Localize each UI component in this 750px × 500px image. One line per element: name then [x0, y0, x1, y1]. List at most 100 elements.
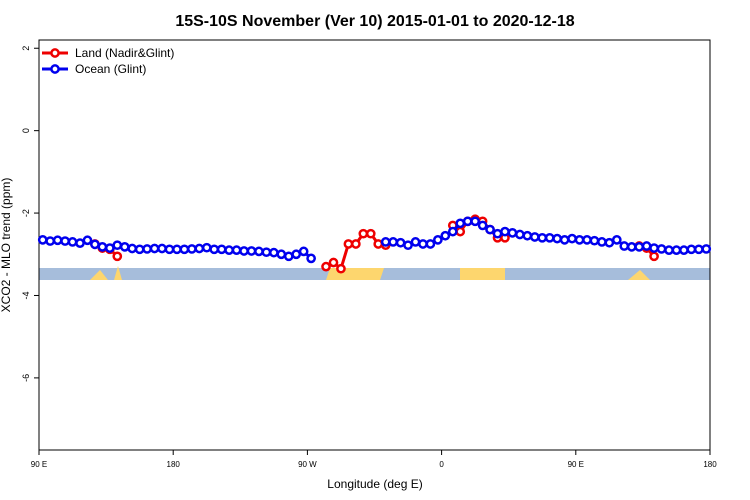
data-point: [298, 246, 309, 257]
data-point: [246, 246, 257, 256]
data-point: [492, 228, 503, 239]
data-point: [395, 237, 406, 248]
data-point: [544, 232, 555, 243]
data-point: [634, 242, 645, 252]
x-axis-label: Longitude (deg E): [327, 477, 422, 491]
data-point: [679, 245, 689, 256]
data-point: [500, 226, 510, 237]
data-point: [358, 228, 369, 239]
data-point: [656, 244, 667, 254]
data-point: [343, 239, 354, 249]
data-point: [373, 239, 384, 249]
data-point: [194, 243, 205, 254]
x-tick-label: 180: [167, 460, 181, 469]
data-point: [127, 243, 138, 254]
data-point: [60, 236, 70, 246]
data-point: [410, 237, 421, 247]
data-point: [515, 229, 525, 240]
data-point: [291, 249, 302, 260]
data-point: [418, 239, 428, 249]
data-point: [216, 244, 227, 255]
x-tick-label: 90 W: [298, 460, 317, 469]
data-point: [425, 239, 436, 249]
data-point: [522, 230, 533, 241]
x-tick-label: 0: [439, 460, 444, 469]
data-point: [351, 239, 361, 249]
data-point: [388, 237, 398, 247]
data-point: [485, 224, 495, 235]
data-point: [619, 241, 630, 251]
data-point: [567, 233, 577, 244]
legend-marker: [50, 48, 60, 58]
legend-marker: [50, 64, 60, 74]
data-point: [231, 245, 242, 256]
data-point: [306, 253, 316, 264]
data-point: [403, 240, 413, 251]
data-point: [507, 227, 518, 238]
data-point: [67, 237, 78, 247]
data-point: [75, 238, 85, 248]
data-point: [589, 235, 600, 246]
data-point: [477, 220, 488, 231]
data-point: [149, 243, 160, 254]
data-point: [254, 246, 264, 257]
legend-label: Land (Nadir&Glint): [75, 46, 174, 60]
data-point: [626, 242, 637, 252]
data-point: [90, 239, 100, 250]
data-point: [164, 244, 175, 255]
data-point: [142, 244, 152, 254]
y-tick-label: 0: [21, 128, 31, 133]
land-ocean-strip: [39, 266, 710, 280]
data-point: [664, 245, 674, 256]
data-point: [582, 234, 592, 245]
y-tick-label: -2: [21, 209, 31, 217]
y-axis-label: XCO2 - MLO trend (ppm): [0, 178, 13, 313]
data-point: [321, 261, 331, 272]
data-point: [336, 263, 346, 274]
data-point: [455, 218, 466, 229]
data-point: [172, 244, 182, 255]
data-point: [134, 244, 145, 255]
data-point: [112, 240, 123, 251]
data-point: [470, 216, 480, 227]
data-point: [119, 242, 130, 252]
data-point: [276, 249, 287, 260]
data-point: [529, 232, 540, 242]
data-point: [701, 244, 712, 254]
plot-frame: [38, 39, 711, 451]
data-point: [224, 245, 234, 256]
data-point: [269, 247, 279, 258]
data-point: [179, 244, 190, 255]
data-point: [186, 244, 197, 254]
x-tick-label: 90 E: [568, 460, 584, 469]
data-point: [686, 244, 697, 255]
data-point: [559, 234, 570, 245]
data-point: [209, 244, 220, 255]
data-point: [283, 251, 294, 262]
data-point: [641, 241, 652, 251]
data-point: [574, 234, 585, 245]
x-tick-label: 180: [703, 460, 717, 469]
data-point: [365, 228, 376, 239]
legend-label: Ocean (Glint): [75, 62, 146, 76]
data-point: [597, 237, 607, 247]
data-point: [112, 251, 123, 262]
chart-title: 15S-10S November (Ver 10) 2015-01-01 to …: [175, 13, 574, 30]
data-point: [649, 243, 659, 253]
data-point: [462, 216, 473, 227]
data-point: [97, 242, 108, 252]
data-point: [201, 242, 212, 253]
data-point: [649, 251, 659, 262]
data-point: [104, 243, 115, 253]
data-point: [45, 236, 56, 246]
y-tick-label: 2: [21, 46, 31, 51]
data-point: [440, 230, 451, 241]
data-point: [261, 247, 272, 258]
data-point: [52, 235, 63, 246]
data-point: [239, 246, 249, 256]
x-tick-label: 90 E: [31, 460, 47, 469]
data-point: [552, 233, 563, 244]
y-tick-label: -6: [21, 374, 31, 382]
data-point: [693, 244, 704, 255]
